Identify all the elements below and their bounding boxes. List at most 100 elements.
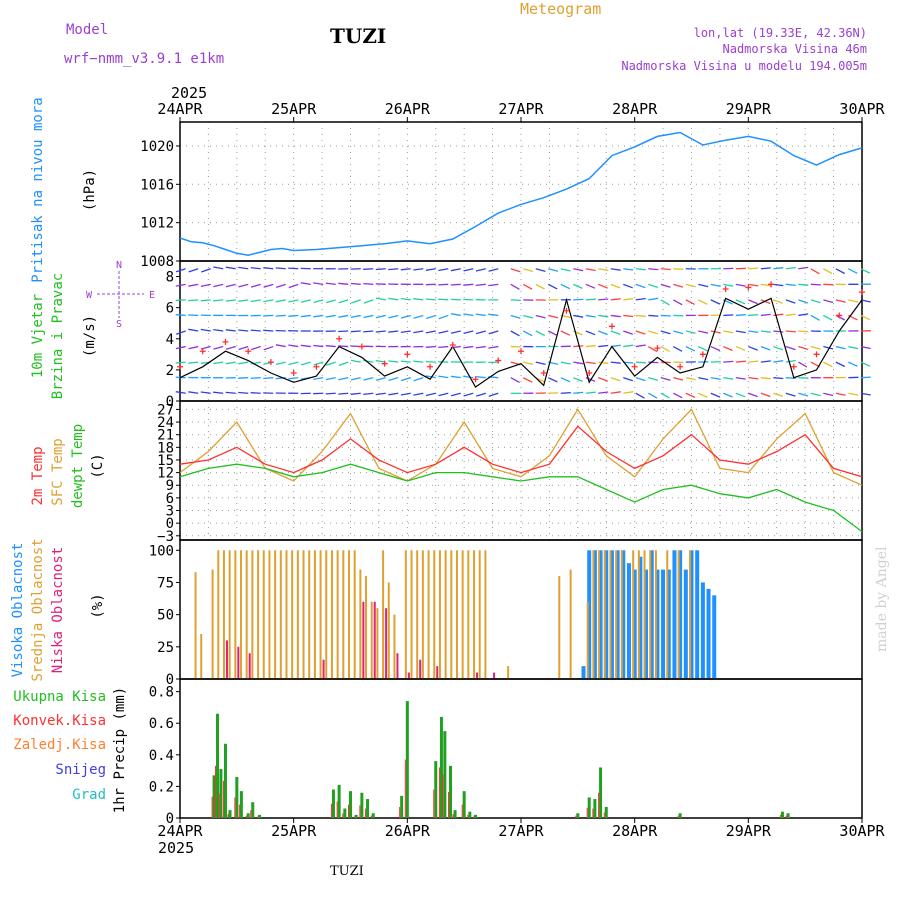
wind-ylabel-2: Brzina i Pravac bbox=[50, 273, 66, 399]
wind-arrow bbox=[188, 283, 199, 287]
wind-arrow bbox=[175, 268, 186, 273]
wind-arrow bbox=[313, 299, 324, 304]
wind-arrow bbox=[760, 345, 771, 351]
wind-arrow bbox=[823, 299, 834, 304]
y-tick-label: 0 bbox=[166, 811, 174, 827]
wind-arrow bbox=[188, 268, 199, 273]
wind-arrow bbox=[213, 283, 224, 288]
cloud-mid-bar bbox=[234, 550, 237, 679]
wind-arrow bbox=[685, 299, 695, 305]
cloud-low-bar bbox=[493, 672, 496, 679]
wind-arrow bbox=[760, 267, 771, 270]
cloud-mid-bar bbox=[382, 550, 385, 679]
cloud-mid-bar bbox=[444, 550, 447, 679]
wind-arrow bbox=[773, 392, 784, 397]
cloud-mid-bar bbox=[598, 550, 601, 679]
wind-arrow bbox=[350, 282, 361, 285]
wind-arrow bbox=[338, 377, 349, 381]
wind-arrow bbox=[263, 283, 274, 288]
wind-arrow bbox=[375, 297, 386, 301]
wind-arrow bbox=[560, 283, 571, 290]
precip-bar bbox=[371, 813, 375, 818]
wind-arrow bbox=[547, 330, 558, 336]
wind-arrow bbox=[338, 314, 349, 318]
wind-arrow bbox=[250, 392, 261, 394]
wind-arrow bbox=[610, 283, 621, 289]
wind-arrow bbox=[660, 299, 670, 306]
wind-arrow bbox=[785, 283, 796, 287]
precip-conv-bar bbox=[250, 810, 252, 818]
gust-mark bbox=[449, 342, 456, 348]
wind-arrow bbox=[225, 391, 236, 394]
cloud-mid-bar bbox=[433, 550, 436, 679]
wind-arrow bbox=[375, 392, 386, 396]
wind-arrow bbox=[225, 329, 236, 332]
cloud-mid-bar bbox=[245, 550, 248, 679]
wind-arrow bbox=[535, 314, 546, 319]
cloud-mid-bar bbox=[325, 550, 328, 679]
wind-arrow bbox=[200, 391, 211, 394]
wind-arrow bbox=[188, 345, 199, 350]
wind-arrow bbox=[598, 268, 609, 271]
wind-arrow bbox=[698, 392, 708, 398]
wind-arrow bbox=[623, 391, 634, 394]
cloud-mid-bar bbox=[365, 576, 368, 679]
panel-frame bbox=[179, 121, 863, 262]
wind-arrow bbox=[263, 267, 274, 270]
wind-arrow bbox=[648, 314, 659, 317]
gust-mark bbox=[177, 363, 183, 370]
wind-arrow bbox=[275, 329, 286, 332]
wind-arrow bbox=[723, 314, 734, 317]
wind-arrow bbox=[388, 360, 399, 363]
date-label-top: 25APR bbox=[271, 100, 317, 118]
wind-arrow bbox=[475, 268, 486, 272]
wind-arrow bbox=[325, 345, 336, 348]
wind-arrow bbox=[450, 330, 461, 334]
wind-arrow bbox=[425, 298, 436, 301]
wind-arrow bbox=[288, 314, 299, 317]
cloud-mid-bar bbox=[609, 550, 612, 679]
wind-arrow bbox=[325, 314, 336, 318]
wind-arrow bbox=[773, 345, 784, 351]
cloud-high-bar bbox=[587, 550, 592, 679]
cloud-mid-bar bbox=[569, 569, 572, 679]
wind-arrow bbox=[313, 282, 324, 285]
wind-arrow bbox=[598, 344, 609, 348]
wind-arrow bbox=[300, 314, 311, 318]
precip-bar bbox=[337, 784, 341, 818]
gust-mark bbox=[267, 359, 274, 366]
wind-arrow bbox=[685, 330, 696, 334]
wind-arrow bbox=[350, 299, 361, 304]
wind-arrow bbox=[225, 345, 236, 350]
y-tick-label: −3 bbox=[157, 529, 174, 545]
wind-arrow bbox=[585, 314, 596, 318]
gust-mark bbox=[336, 335, 343, 342]
wind-arrow bbox=[438, 298, 449, 301]
wind-arrow bbox=[635, 268, 646, 271]
wind-arrow bbox=[535, 361, 546, 366]
wind-arrow bbox=[560, 392, 571, 394]
wind-arrow bbox=[413, 360, 424, 363]
wind-arrow bbox=[400, 330, 411, 334]
wind-arrow bbox=[773, 377, 784, 380]
wind-arrow bbox=[463, 313, 474, 317]
wind-arrow bbox=[810, 392, 821, 397]
precip-conv-bar bbox=[448, 791, 450, 818]
cloud-mid-bar bbox=[348, 550, 350, 679]
gust-mark bbox=[427, 363, 434, 370]
wind-arrow bbox=[798, 392, 809, 397]
wind-arrow bbox=[560, 377, 571, 383]
precip-bar bbox=[576, 813, 580, 818]
precip-bar bbox=[223, 743, 227, 818]
precip-legend-frz: Zaledj.Kisa bbox=[13, 737, 106, 753]
wind-arrow bbox=[860, 345, 871, 350]
cloud-mid-bar bbox=[643, 550, 646, 679]
cloud-mid-bar bbox=[274, 550, 277, 679]
wind-arrow bbox=[476, 392, 486, 397]
date-label-top: 27APR bbox=[498, 100, 544, 118]
wind-arrow bbox=[673, 345, 683, 352]
wind-arrow bbox=[350, 377, 361, 381]
cloud-high-bar bbox=[712, 595, 717, 679]
wind-arrow bbox=[860, 314, 871, 321]
wind-arrow bbox=[848, 392, 859, 396]
